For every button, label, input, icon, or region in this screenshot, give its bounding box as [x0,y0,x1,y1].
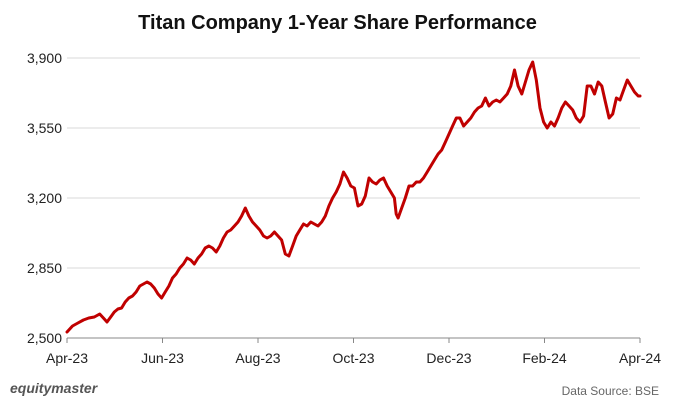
y-tick-label: 2,850 [27,260,62,276]
series-group [65,60,642,334]
equitymaster-logo: equitymaster [10,380,98,396]
data-source-note: Data Source: BSE [561,384,659,398]
x-tick-label: Dec-23 [426,350,471,366]
x-tick-label: Apr-23 [46,350,88,366]
y-tick-label: 3,200 [27,190,62,206]
x-tick-label: Oct-23 [332,350,374,366]
price-line [65,60,642,334]
y-tick-label: 3,900 [27,50,62,66]
x-axis: Apr-23 Jun-23 Aug-23 Oct-23 Dec-23 Feb-24 Apr-… [46,337,661,366]
y-axis: 2,500 2,850 3,200 3,550 3,900 [27,50,62,346]
chart-title: Titan Company 1-Year Share Performance [138,12,537,34]
x-tick-label: Apr-24 [619,350,661,366]
x-tick-label: Aug-23 [235,350,280,366]
grid-lines [67,57,640,269]
x-tick-label: Feb-24 [522,350,567,366]
y-tick-label: 3,550 [27,120,62,136]
y-tick-label: 2,500 [27,330,62,346]
x-tick-label: Jun-23 [141,350,184,366]
